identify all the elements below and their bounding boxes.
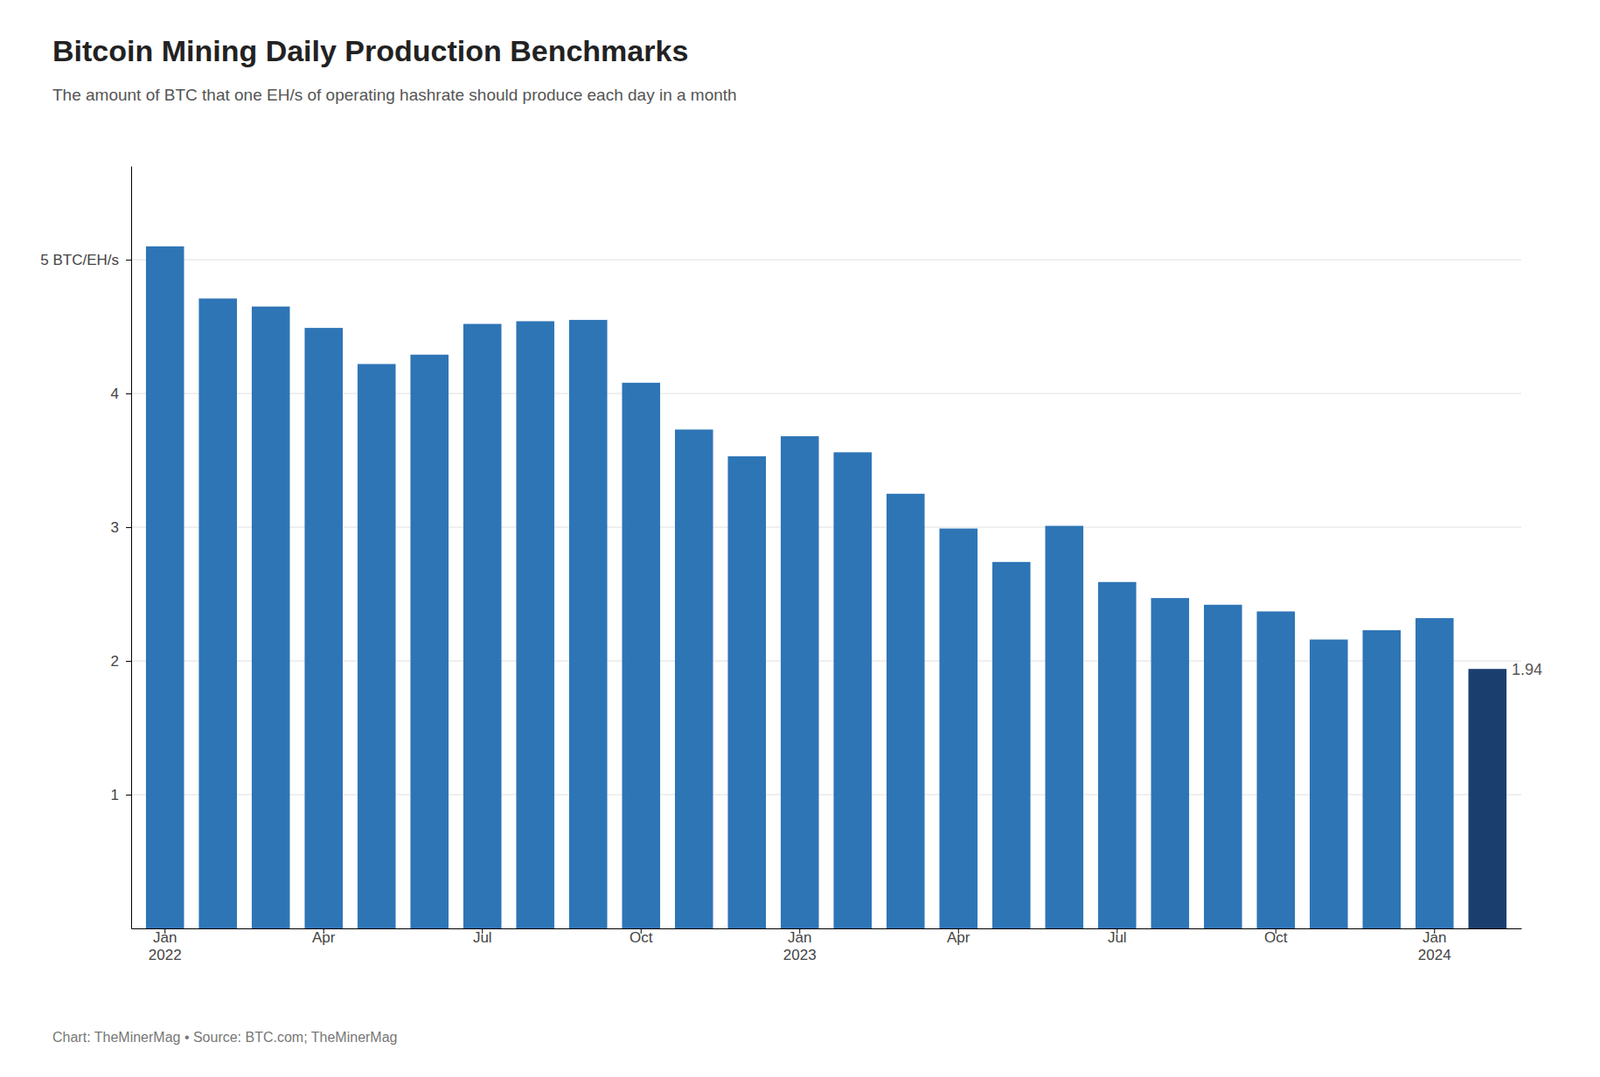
y-tick-mark [125, 794, 132, 796]
bar [674, 429, 714, 929]
x-tick-label-line: 2024 [1418, 946, 1452, 964]
x-tick-label-line: Oct [629, 929, 654, 947]
x-tick: Jul [1107, 928, 1127, 947]
bar [886, 493, 926, 929]
bar [569, 320, 608, 929]
y-tick-label: 4 [111, 385, 119, 403]
x-tick-label-line: Jul [473, 929, 493, 947]
x-axis-line [132, 928, 1523, 930]
y-tick: 4 [111, 385, 132, 403]
bar [1256, 611, 1295, 929]
x-tick-label: Jan2023 [783, 929, 817, 964]
x-tick-label: Jan2022 [148, 929, 182, 964]
bar [1309, 640, 1349, 929]
x-tick-label-line: Jan [153, 929, 177, 947]
x-tick: Apr [312, 928, 336, 947]
x-tick-label: Jul [473, 929, 493, 947]
y-tick-label: 2 [111, 653, 119, 670]
x-tick-label: Apr [312, 929, 336, 947]
x-tick-label-line: Apr [946, 929, 971, 947]
footer: Chart: TheMinerMag • Source: BTC.com; Th… [52, 1029, 397, 1045]
bar [939, 528, 978, 929]
y-axis-line [131, 166, 133, 930]
x-tick: Oct [629, 928, 654, 947]
x-tick-label-line: Apr [312, 929, 336, 947]
bar [304, 327, 343, 929]
y-tick: 1 [111, 786, 132, 804]
x-tick-label: Jan2024 [1418, 929, 1452, 964]
bar [198, 298, 237, 929]
x-tick-label-line: Jan [1422, 929, 1447, 947]
y-axis: 1 2 3 4 5 BTC/EH/s [40, 166, 132, 930]
x-tick: Jan2022 [148, 928, 182, 964]
bars [146, 246, 1507, 929]
bar [1044, 526, 1084, 929]
bar [1362, 630, 1401, 929]
bar [251, 306, 291, 929]
y-tick-mark [125, 393, 132, 395]
x-tick-label-line: 2023 [783, 946, 817, 964]
grid-line [131, 259, 1522, 261]
y-tick-label: 5 BTC/EH/s [40, 251, 119, 269]
x-tick-label-line: Jul [1107, 929, 1127, 947]
y-tick-label: 3 [111, 519, 119, 536]
x-tick: Jul [473, 928, 493, 947]
bar [1098, 582, 1137, 929]
bar [992, 562, 1031, 929]
bar [621, 382, 661, 929]
y-tick: 3 [111, 519, 132, 536]
bar [780, 436, 820, 929]
x-tick: Oct [1264, 928, 1288, 947]
y-tick: 2 [111, 653, 132, 670]
x-tick-label-line: 2022 [148, 946, 182, 964]
bar [1203, 605, 1243, 929]
bar [1150, 598, 1190, 929]
y-tick-mark [125, 527, 132, 529]
x-tick: Jan2023 [783, 928, 817, 964]
bar [1467, 668, 1507, 929]
x-tick-label: Apr [946, 929, 971, 947]
chart: Bitcoin Mining Daily Production Benchmar… [0, 0, 1600, 1077]
bar [833, 452, 872, 929]
y-tick-mark [125, 660, 132, 662]
x-tick-label: Jul [1107, 929, 1127, 947]
plot: Jan2022AprJulOctJan2023AprJulOctJan20241… [40, 166, 1543, 965]
bar [410, 354, 449, 929]
title: Bitcoin Mining Daily Production Benchmar… [52, 34, 689, 68]
subtitle: The amount of BTC that one EH/s of opera… [52, 85, 738, 105]
bar [146, 246, 185, 929]
x-tick-label-line: Oct [1264, 929, 1288, 947]
x-axis: Jan2022AprJulOctJan2023AprJulOctJan2024 [132, 928, 1523, 964]
annotation: 1.94 [1511, 660, 1543, 679]
x-tick: Apr [946, 928, 971, 947]
bar [727, 456, 766, 929]
bar [357, 363, 397, 929]
y-tick: 5 BTC/EH/s [40, 251, 132, 269]
x-tick-label: Oct [1264, 929, 1288, 947]
bar [515, 320, 555, 929]
x-tick: Jan2024 [1418, 928, 1452, 964]
bar [1415, 618, 1454, 929]
x-tick-label: Oct [629, 929, 654, 947]
y-tick-label: 1 [111, 786, 119, 804]
y-tick-mark [125, 259, 132, 261]
x-tick-label-line: Jan [787, 929, 812, 947]
bar [463, 324, 502, 929]
